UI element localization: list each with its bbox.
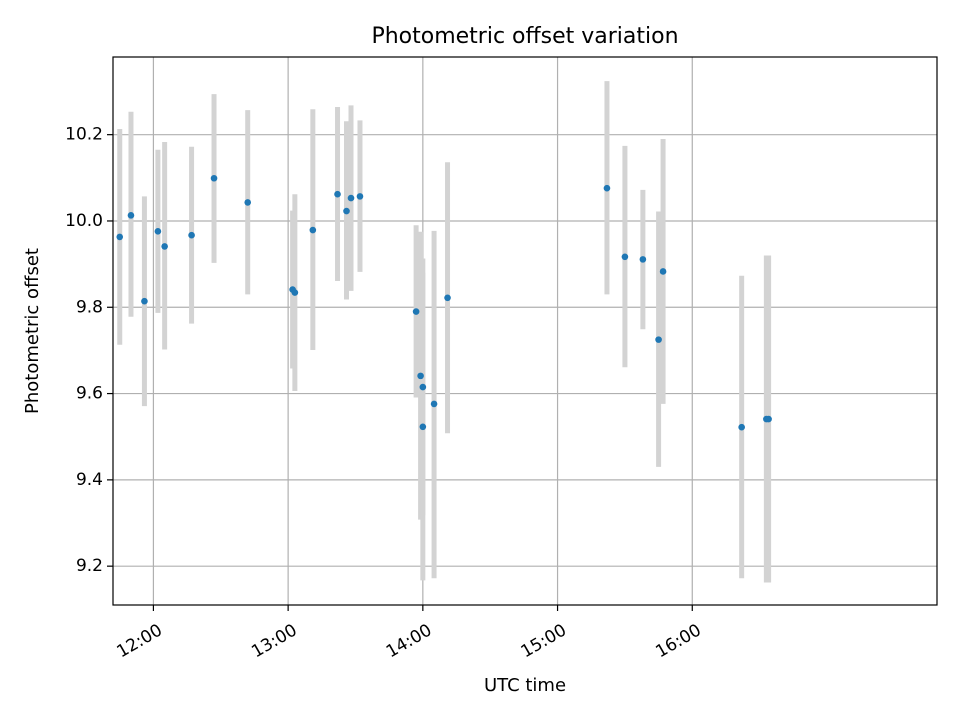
- y-tick-label: 9.2: [76, 556, 103, 576]
- y-tick-label: 9.6: [76, 384, 103, 404]
- data-point: [291, 289, 299, 296]
- y-axis-label: Photometric offset: [22, 248, 43, 414]
- data-point: [309, 226, 317, 234]
- plot-frame: [112, 56, 938, 606]
- data-points: [116, 174, 772, 431]
- data-point: [210, 174, 218, 182]
- data-point: [154, 228, 162, 235]
- data-point: [765, 415, 772, 423]
- data-point: [655, 336, 662, 343]
- data-point: [141, 297, 148, 305]
- y-tick-label: 9.8: [76, 297, 103, 317]
- data-point: [188, 231, 195, 239]
- data-point: [347, 194, 355, 202]
- data-point: [430, 400, 438, 408]
- data-point: [244, 199, 252, 206]
- data-point: [116, 233, 124, 241]
- data-point: [356, 193, 364, 200]
- y-tick-label: 10.2: [65, 125, 103, 145]
- data-point: [417, 372, 424, 380]
- data-point: [127, 212, 135, 219]
- data-point: [444, 294, 451, 302]
- data-point: [639, 256, 647, 263]
- data-point: [738, 423, 745, 431]
- data-point: [659, 268, 667, 275]
- data-point: [603, 184, 611, 192]
- x-axis-label: UTC time: [484, 675, 566, 696]
- data-point: [621, 253, 629, 261]
- data-point: [412, 308, 420, 315]
- data-point: [161, 243, 168, 250]
- y-tick-label: 10.0: [65, 211, 103, 231]
- data-point: [343, 207, 350, 215]
- chart-title: Photometric offset variation: [371, 24, 678, 49]
- data-point: [419, 383, 427, 391]
- data-point: [419, 423, 427, 431]
- y-tick-label: 9.4: [76, 470, 103, 490]
- data-point: [334, 190, 341, 198]
